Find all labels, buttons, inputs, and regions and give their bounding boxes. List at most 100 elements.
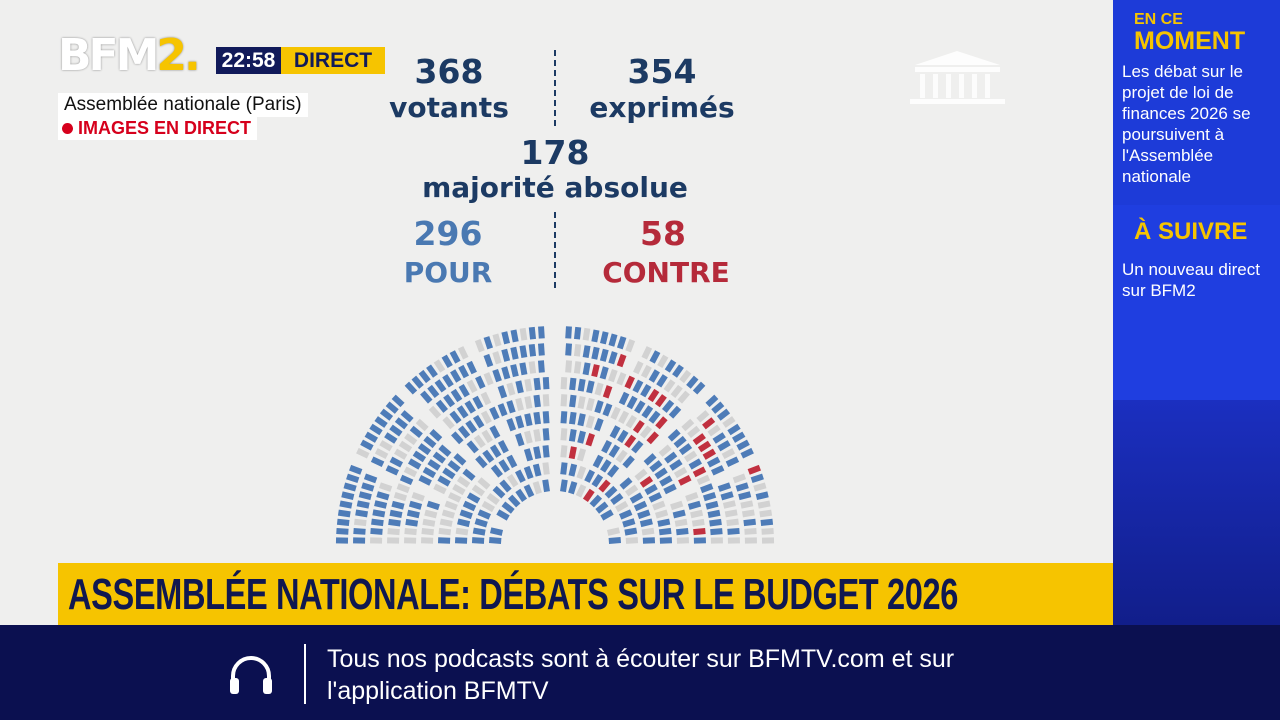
seat <box>447 460 461 473</box>
seat <box>370 537 383 544</box>
seat <box>575 484 587 498</box>
seat <box>418 369 431 384</box>
seat <box>515 397 524 411</box>
seat <box>600 509 614 521</box>
seat <box>702 448 716 460</box>
seat <box>370 527 383 535</box>
seat <box>481 429 493 444</box>
seat <box>697 440 712 453</box>
seat <box>471 537 485 544</box>
seat <box>565 326 572 339</box>
seat <box>389 509 403 518</box>
seat <box>385 465 400 476</box>
seat <box>422 466 437 479</box>
seat <box>510 329 519 343</box>
seat <box>610 406 621 421</box>
seat <box>533 428 542 442</box>
seat <box>753 482 767 492</box>
seat <box>747 464 761 475</box>
seat <box>685 491 699 502</box>
seat <box>421 527 434 536</box>
seat <box>693 537 706 544</box>
seat <box>607 464 620 478</box>
seat <box>608 537 622 544</box>
live-badge: IMAGES EN DIRECT <box>58 117 258 140</box>
seat <box>457 518 471 528</box>
seat <box>389 456 404 468</box>
seat <box>406 509 420 519</box>
seat <box>608 444 621 458</box>
seat <box>492 333 502 347</box>
seat <box>676 527 689 536</box>
seat <box>532 481 542 495</box>
seat <box>629 492 644 504</box>
seat <box>409 425 423 439</box>
seat <box>707 509 721 518</box>
seat <box>577 378 586 392</box>
seat <box>481 500 495 513</box>
seat <box>736 439 750 451</box>
seat <box>692 466 707 478</box>
seat <box>374 500 388 509</box>
seat <box>428 405 442 419</box>
seat <box>624 484 639 497</box>
seat <box>363 473 378 484</box>
seat <box>687 425 701 439</box>
seat <box>568 446 577 460</box>
seat <box>477 477 491 490</box>
seat <box>582 362 591 376</box>
seat <box>640 364 652 379</box>
seat <box>474 339 485 353</box>
seat <box>569 377 577 391</box>
next-title: À SUIVRE <box>1134 218 1248 245</box>
seat <box>724 509 738 518</box>
seat <box>677 390 690 404</box>
seat <box>687 500 702 510</box>
seat <box>417 443 432 456</box>
seat <box>639 425 652 439</box>
seat <box>458 364 470 379</box>
seat <box>568 463 578 477</box>
seat <box>655 416 668 430</box>
seat <box>532 463 542 477</box>
seat <box>519 362 528 376</box>
seat <box>399 474 414 486</box>
seat <box>707 424 721 437</box>
seat <box>515 380 524 394</box>
seat <box>761 528 774 535</box>
seat <box>740 447 754 459</box>
seat <box>679 369 692 384</box>
seat <box>454 537 468 544</box>
logo-text: BFM <box>58 30 159 81</box>
seat <box>422 518 436 527</box>
seat <box>450 388 463 403</box>
seat <box>477 509 491 520</box>
seat <box>632 420 645 434</box>
expressed-label: exprimés <box>589 91 735 124</box>
seat <box>379 440 393 452</box>
seat <box>443 394 456 408</box>
seat <box>639 476 654 488</box>
headline-banner <box>58 563 1113 625</box>
seat <box>404 528 417 536</box>
seat <box>759 509 773 518</box>
seat <box>659 537 673 544</box>
seat <box>641 405 654 419</box>
seat <box>336 518 350 527</box>
seat <box>760 518 774 527</box>
seat <box>455 527 469 536</box>
logo-accent: 2. <box>156 30 200 81</box>
seat <box>542 411 550 424</box>
seat <box>424 509 438 519</box>
seat <box>489 425 501 439</box>
seat <box>661 399 675 413</box>
seat <box>339 500 353 509</box>
seat <box>396 483 410 494</box>
seat <box>423 435 437 449</box>
seat <box>486 493 500 505</box>
seat <box>577 413 586 427</box>
seat <box>743 518 757 527</box>
voters-label: votants <box>389 91 509 124</box>
seat <box>483 336 494 350</box>
seat <box>490 464 503 478</box>
